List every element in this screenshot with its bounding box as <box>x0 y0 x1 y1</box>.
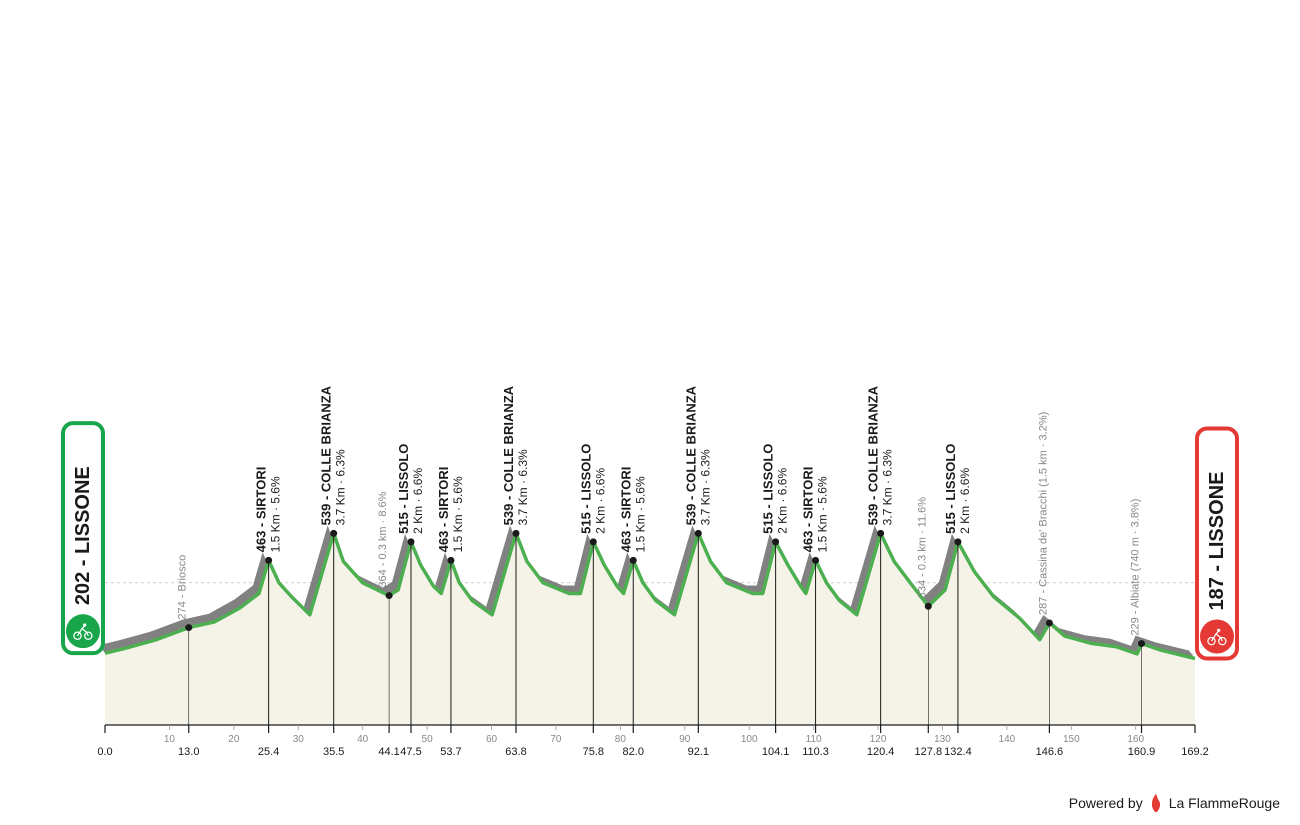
svg-text:2 Km · 6.6%: 2 Km · 6.6% <box>958 468 972 534</box>
svg-text:202 - LISSONE: 202 - LISSONE <box>72 466 94 605</box>
svg-text:25.4: 25.4 <box>258 746 279 758</box>
svg-text:2 Km · 6.6%: 2 Km · 6.6% <box>593 468 607 534</box>
svg-text:0.0: 0.0 <box>97 746 112 758</box>
svg-text:130: 130 <box>934 734 951 745</box>
svg-text:334 - 0.3 km · 11.6%: 334 - 0.3 km · 11.6% <box>916 497 928 599</box>
svg-text:1.5 Km · 5.6%: 1.5 Km · 5.6% <box>269 476 283 552</box>
svg-text:70: 70 <box>550 734 562 745</box>
attribution: Powered by La FlammeRouge <box>1069 793 1280 813</box>
svg-text:2 Km · 6.6%: 2 Km · 6.6% <box>411 468 425 534</box>
svg-text:515 - LISSOLO: 515 - LISSOLO <box>396 444 411 534</box>
svg-text:539 - COLLE BRIANZA: 539 - COLLE BRIANZA <box>501 385 516 525</box>
svg-text:3.7 Km · 6.3%: 3.7 Km · 6.3% <box>881 449 895 525</box>
svg-text:127.8: 127.8 <box>915 746 943 758</box>
svg-text:463 - SIRTORI: 463 - SIRTORI <box>254 467 269 553</box>
svg-text:60: 60 <box>486 734 498 745</box>
svg-text:160: 160 <box>1127 734 1144 745</box>
svg-text:13.0: 13.0 <box>178 746 199 758</box>
svg-text:274 - Briosco: 274 - Briosco <box>177 555 189 620</box>
svg-text:287 - Cassina de' Bracchi (1.5: 287 - Cassina de' Bracchi (1.5 km · 3.2%… <box>1037 412 1049 615</box>
svg-text:90: 90 <box>679 734 691 745</box>
svg-text:92.1: 92.1 <box>688 746 709 758</box>
svg-text:110: 110 <box>806 734 822 745</box>
svg-text:20: 20 <box>228 734 240 745</box>
svg-text:47.5: 47.5 <box>400 746 421 758</box>
svg-text:169.2: 169.2 <box>1181 746 1209 758</box>
svg-text:35.5: 35.5 <box>323 746 344 758</box>
svg-text:515 - LISSOLO: 515 - LISSOLO <box>578 444 593 534</box>
svg-text:515 - LISSOLO: 515 - LISSOLO <box>761 444 776 534</box>
svg-text:63.8: 63.8 <box>505 746 526 758</box>
svg-text:53.7: 53.7 <box>440 746 461 758</box>
svg-text:82.0: 82.0 <box>623 746 644 758</box>
svg-text:3.7 Km · 6.3%: 3.7 Km · 6.3% <box>698 449 712 525</box>
svg-text:120.4: 120.4 <box>867 746 895 758</box>
svg-text:40: 40 <box>357 734 369 745</box>
svg-text:539 - COLLE BRIANZA: 539 - COLLE BRIANZA <box>866 385 881 525</box>
svg-text:50: 50 <box>422 734 434 745</box>
svg-text:120: 120 <box>870 734 887 745</box>
elevation-profile-chart: 2004001020304050607080901001101201301401… <box>35 20 1265 780</box>
svg-text:10: 10 <box>164 734 176 745</box>
svg-text:1.5 Km · 5.6%: 1.5 Km · 5.6% <box>633 476 647 552</box>
svg-text:1.5 Km · 5.6%: 1.5 Km · 5.6% <box>816 476 830 552</box>
svg-text:80: 80 <box>615 734 627 745</box>
svg-text:100: 100 <box>741 734 758 745</box>
attribution-prefix: Powered by <box>1069 795 1143 811</box>
svg-text:132.4: 132.4 <box>944 746 972 758</box>
svg-text:463 - SIRTORI: 463 - SIRTORI <box>618 467 633 553</box>
svg-text:146.6: 146.6 <box>1036 746 1064 758</box>
svg-text:3.7 Km · 6.3%: 3.7 Km · 6.3% <box>516 449 530 525</box>
svg-text:2 Km · 6.6%: 2 Km · 6.6% <box>776 468 790 534</box>
svg-text:539 - COLLE BRIANZA: 539 - COLLE BRIANZA <box>319 385 334 525</box>
svg-text:539 - COLLE BRIANZA: 539 - COLLE BRIANZA <box>683 385 698 525</box>
svg-text:463 - SIRTORI: 463 - SIRTORI <box>801 467 816 553</box>
svg-text:364 - 0.3 km · 8.6%: 364 - 0.3 km · 8.6% <box>377 491 389 587</box>
svg-text:160.9: 160.9 <box>1128 746 1156 758</box>
svg-text:75.8: 75.8 <box>583 746 604 758</box>
svg-text:104.1: 104.1 <box>762 746 790 758</box>
svg-text:229 - Albiate (740 m · 3.8%): 229 - Albiate (740 m · 3.8%) <box>1130 499 1142 636</box>
svg-text:140: 140 <box>999 734 1016 745</box>
svg-text:463 - SIRTORI: 463 - SIRTORI <box>436 467 451 553</box>
svg-text:187 - LISSONE: 187 - LISSONE <box>1206 472 1228 611</box>
svg-text:1.5 Km · 5.6%: 1.5 Km · 5.6% <box>451 476 465 552</box>
svg-text:110.3: 110.3 <box>802 746 829 758</box>
svg-text:150: 150 <box>1063 734 1080 745</box>
svg-text:3.7 Km · 6.3%: 3.7 Km · 6.3% <box>334 449 348 525</box>
flame-icon <box>1149 793 1163 813</box>
svg-text:30: 30 <box>293 734 305 745</box>
svg-text:44.1: 44.1 <box>378 746 399 758</box>
svg-text:515 - LISSOLO: 515 - LISSOLO <box>943 444 958 534</box>
attribution-brand: La FlammeRouge <box>1169 795 1280 811</box>
